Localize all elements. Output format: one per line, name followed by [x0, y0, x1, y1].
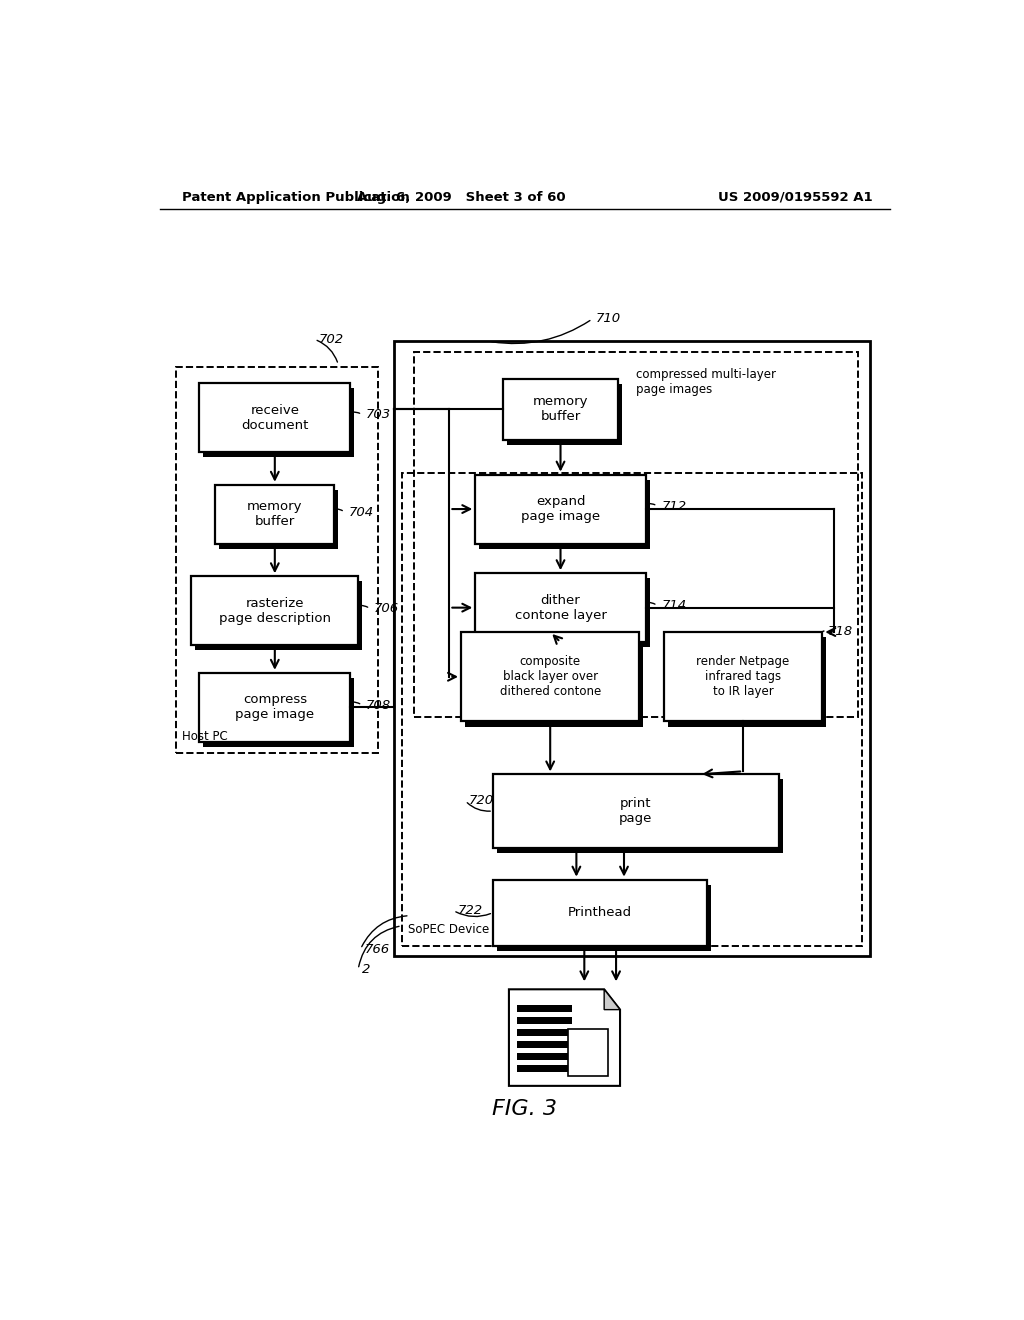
Text: US 2009/0195592 A1: US 2009/0195592 A1	[718, 190, 872, 203]
Bar	[475, 573, 646, 643]
Bar	[401, 474, 862, 946]
Polygon shape	[509, 989, 621, 1086]
Bar	[479, 479, 650, 549]
Bar	[668, 638, 826, 726]
Text: composite
black layer over
dithered contone: composite black layer over dithered cont…	[500, 655, 601, 698]
Bar	[219, 490, 338, 549]
Bar	[191, 576, 358, 645]
Bar	[497, 884, 712, 950]
Text: 718: 718	[828, 624, 853, 638]
Text: 710: 710	[596, 313, 622, 326]
Bar	[517, 1005, 572, 1011]
Bar	[465, 638, 643, 726]
Text: memory
buffer: memory buffer	[247, 500, 302, 528]
Bar	[517, 1052, 572, 1060]
Text: FIG. 3: FIG. 3	[493, 1098, 557, 1119]
Bar	[461, 632, 639, 722]
Text: 766: 766	[365, 942, 389, 956]
Text: 722: 722	[458, 904, 482, 917]
Bar	[394, 342, 870, 956]
Text: Printhead: Printhead	[568, 906, 632, 919]
Text: receive
document: receive document	[241, 404, 308, 432]
Text: compressed multi-layer
page images: compressed multi-layer page images	[636, 368, 776, 396]
Text: 2: 2	[362, 964, 371, 975]
Text: 720: 720	[469, 795, 495, 808]
Text: 703: 703	[367, 408, 391, 421]
Bar	[517, 1064, 572, 1072]
Text: render Netpage
infrared tags
to IR layer: render Netpage infrared tags to IR layer	[696, 655, 790, 698]
Text: Patent Application Publication: Patent Application Publication	[182, 190, 410, 203]
Text: expand
page image: expand page image	[521, 495, 600, 523]
Bar	[475, 474, 646, 544]
Text: rasterize
page description: rasterize page description	[219, 597, 331, 624]
Text: dither
contone layer: dither contone layer	[515, 594, 606, 622]
Bar	[503, 379, 618, 440]
Text: compress
page image: compress page image	[236, 693, 314, 721]
Bar	[215, 484, 334, 544]
Text: 708: 708	[367, 698, 391, 711]
Text: Aug. 6, 2009   Sheet 3 of 60: Aug. 6, 2009 Sheet 3 of 60	[357, 190, 565, 203]
Bar	[507, 384, 622, 445]
Text: SoPEC Device: SoPEC Device	[409, 923, 489, 936]
Bar	[497, 779, 782, 853]
Bar	[176, 367, 378, 752]
Text: 704: 704	[348, 506, 374, 519]
Bar	[200, 383, 350, 453]
Bar	[479, 578, 650, 647]
Text: Host PC: Host PC	[182, 730, 227, 743]
Text: 702: 702	[318, 333, 344, 346]
Bar	[200, 673, 350, 742]
Bar	[494, 775, 779, 847]
Polygon shape	[604, 989, 621, 1010]
Bar	[517, 1028, 572, 1036]
Text: memory
buffer: memory buffer	[532, 396, 588, 424]
Bar	[196, 581, 362, 651]
Text: 714: 714	[662, 599, 686, 612]
Bar	[494, 879, 708, 945]
Text: print
page: print page	[620, 797, 652, 825]
Bar	[204, 388, 354, 457]
Bar	[204, 677, 354, 747]
Bar	[664, 632, 822, 722]
Text: 706: 706	[374, 602, 399, 615]
Bar	[568, 1030, 608, 1076]
Bar	[414, 351, 858, 718]
Text: 712: 712	[662, 499, 686, 512]
Bar	[517, 1016, 572, 1024]
Bar	[517, 1040, 572, 1048]
